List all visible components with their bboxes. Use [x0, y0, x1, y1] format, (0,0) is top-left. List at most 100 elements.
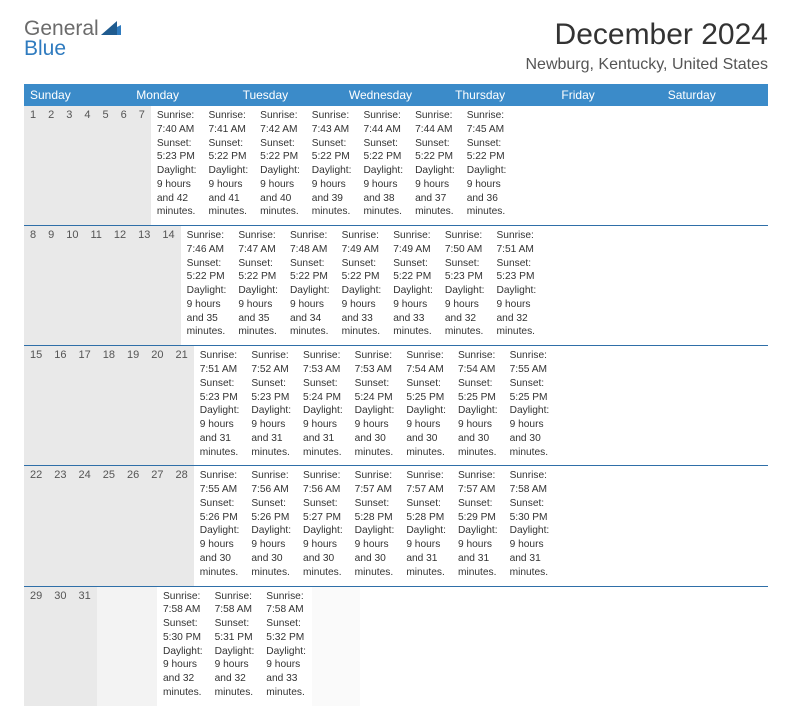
day-number: 4: [78, 106, 96, 225]
sunset-text: Sunset: 5:22 PM: [238, 257, 278, 285]
sunrise-text: Sunrise: 7:55 AM: [510, 349, 550, 377]
sunset-text: Sunset: 5:22 PM: [342, 257, 382, 285]
day-cell: Sunrise: 7:49 AMSunset: 5:22 PMDaylight:…: [336, 226, 388, 345]
day-body-row: Sunrise: 7:46 AMSunset: 5:22 PMDaylight:…: [181, 226, 542, 345]
sunset-text: Sunset: 5:22 PM: [260, 137, 300, 165]
day-number: [127, 587, 142, 706]
sunset-text: Sunset: 5:23 PM: [200, 377, 240, 405]
day-cell: Sunrise: 7:57 AMSunset: 5:28 PMDaylight:…: [400, 466, 452, 585]
daylight-text: Daylight: 9 hours and 32 minutes.: [215, 645, 255, 700]
daylight-text: Daylight: 9 hours and 32 minutes.: [445, 284, 485, 339]
day-body-row: Sunrise: 7:51 AMSunset: 5:23 PMDaylight:…: [194, 346, 555, 465]
sunrise-text: Sunrise: 7:43 AM: [312, 109, 352, 137]
day-cell: [324, 587, 336, 706]
sunrise-text: Sunrise: 7:48 AM: [290, 229, 330, 257]
weekday-header: Friday: [555, 84, 661, 106]
calendar-header-row: SundayMondayTuesdayWednesdayThursdayFrid…: [24, 84, 768, 106]
calendar-week: 1234567Sunrise: 7:40 AMSunset: 5:23 PMDa…: [24, 106, 768, 226]
sunrise-text: Sunrise: 7:58 AM: [215, 590, 255, 618]
day-cell: Sunrise: 7:40 AMSunset: 5:23 PMDaylight:…: [151, 106, 203, 225]
sunset-text: Sunset: 5:22 PM: [363, 137, 403, 165]
daylight-text: Daylight: 9 hours and 30 minutes.: [406, 404, 446, 459]
daylight-text: Daylight: 9 hours and 31 minutes.: [303, 404, 343, 459]
page-title: December 2024: [526, 18, 769, 52]
calendar-week: 15161718192021Sunrise: 7:51 AMSunset: 5:…: [24, 346, 768, 466]
sunrise-text: Sunrise: 7:58 AM: [266, 590, 306, 618]
day-number: 28: [170, 466, 194, 585]
sunset-text: Sunset: 5:23 PM: [497, 257, 537, 285]
sunset-text: Sunset: 5:25 PM: [406, 377, 446, 405]
day-body-row: Sunrise: 7:40 AMSunset: 5:23 PMDaylight:…: [151, 106, 512, 225]
daylight-text: Daylight: 9 hours and 40 minutes.: [260, 164, 300, 219]
sunrise-text: Sunrise: 7:49 AM: [342, 229, 382, 257]
day-cell: Sunrise: 7:51 AMSunset: 5:23 PMDaylight:…: [491, 226, 543, 345]
daylight-text: Daylight: 9 hours and 31 minutes.: [200, 404, 240, 459]
daylight-text: Daylight: 9 hours and 38 minutes.: [363, 164, 403, 219]
daylight-text: Daylight: 9 hours and 32 minutes.: [163, 645, 203, 700]
day-cell: Sunrise: 7:41 AMSunset: 5:22 PMDaylight:…: [203, 106, 255, 225]
sunset-text: Sunset: 5:26 PM: [251, 497, 291, 525]
sunrise-text: Sunrise: 7:58 AM: [163, 590, 203, 618]
location-subtitle: Newburg, Kentucky, United States: [526, 56, 769, 74]
logo-text-blue: Blue: [24, 38, 121, 59]
day-number: 30: [48, 587, 72, 706]
sunset-text: Sunset: 5:22 PM: [312, 137, 352, 165]
day-body-row: Sunrise: 7:58 AMSunset: 5:30 PMDaylight:…: [157, 587, 360, 706]
sunrise-text: Sunrise: 7:58 AM: [510, 469, 550, 497]
sunrise-text: Sunrise: 7:56 AM: [303, 469, 343, 497]
sunset-text: Sunset: 5:23 PM: [445, 257, 485, 285]
day-number: 24: [73, 466, 97, 585]
day-number: 26: [121, 466, 145, 585]
day-cell: Sunrise: 7:58 AMSunset: 5:30 PMDaylight:…: [504, 466, 556, 585]
day-body-row: Sunrise: 7:55 AMSunset: 5:26 PMDaylight:…: [194, 466, 555, 585]
day-number: 29: [24, 587, 48, 706]
day-number: [142, 587, 157, 706]
weekday-header: Wednesday: [343, 84, 449, 106]
sunrise-text: Sunrise: 7:54 AM: [458, 349, 498, 377]
sunrise-text: Sunrise: 7:41 AM: [209, 109, 249, 137]
day-number: 8: [24, 226, 42, 345]
sunset-text: Sunset: 5:27 PM: [303, 497, 343, 525]
sunset-text: Sunset: 5:25 PM: [510, 377, 550, 405]
day-cell: Sunrise: 7:53 AMSunset: 5:24 PMDaylight:…: [349, 346, 401, 465]
daylight-text: Daylight: 9 hours and 33 minutes.: [393, 284, 433, 339]
sunrise-text: Sunrise: 7:51 AM: [200, 349, 240, 377]
daylight-text: Daylight: 9 hours and 35 minutes.: [187, 284, 227, 339]
calendar: SundayMondayTuesdayWednesdayThursdayFrid…: [24, 84, 768, 706]
sunset-text: Sunset: 5:25 PM: [458, 377, 498, 405]
day-number: 13: [132, 226, 156, 345]
daylight-text: Daylight: 9 hours and 39 minutes.: [312, 164, 352, 219]
day-cell: Sunrise: 7:58 AMSunset: 5:30 PMDaylight:…: [157, 587, 209, 706]
sunset-text: Sunset: 5:32 PM: [266, 617, 306, 645]
sunrise-text: Sunrise: 7:57 AM: [406, 469, 446, 497]
sunset-text: Sunset: 5:24 PM: [303, 377, 343, 405]
sunset-text: Sunset: 5:30 PM: [510, 497, 550, 525]
sunrise-text: Sunrise: 7:53 AM: [355, 349, 395, 377]
day-number: 23: [48, 466, 72, 585]
sunrise-text: Sunrise: 7:57 AM: [355, 469, 395, 497]
sunrise-text: Sunrise: 7:44 AM: [415, 109, 455, 137]
day-cell: Sunrise: 7:49 AMSunset: 5:22 PMDaylight:…: [387, 226, 439, 345]
day-number: 20: [145, 346, 169, 465]
sunset-text: Sunset: 5:29 PM: [458, 497, 498, 525]
daylight-text: Daylight: 9 hours and 31 minutes.: [406, 524, 446, 579]
day-number: [112, 587, 127, 706]
calendar-week: 22232425262728Sunrise: 7:55 AMSunset: 5:…: [24, 466, 768, 586]
sunrise-text: Sunrise: 7:56 AM: [251, 469, 291, 497]
day-cell: Sunrise: 7:44 AMSunset: 5:22 PMDaylight:…: [357, 106, 409, 225]
sunset-text: Sunset: 5:22 PM: [290, 257, 330, 285]
day-cell: Sunrise: 7:56 AMSunset: 5:27 PMDaylight:…: [297, 466, 349, 585]
day-number: 5: [97, 106, 115, 225]
day-number: 6: [115, 106, 133, 225]
daylight-text: Daylight: 9 hours and 31 minutes.: [510, 524, 550, 579]
daylight-text: Daylight: 9 hours and 33 minutes.: [342, 284, 382, 339]
day-number: 18: [97, 346, 121, 465]
day-cell: Sunrise: 7:50 AMSunset: 5:23 PMDaylight:…: [439, 226, 491, 345]
sunset-text: Sunset: 5:28 PM: [355, 497, 395, 525]
sunset-text: Sunset: 5:28 PM: [406, 497, 446, 525]
sunset-text: Sunset: 5:26 PM: [200, 497, 240, 525]
sunrise-text: Sunrise: 7:49 AM: [393, 229, 433, 257]
sunset-text: Sunset: 5:22 PM: [209, 137, 249, 165]
sunset-text: Sunset: 5:23 PM: [157, 137, 197, 165]
day-number-row: 1234567: [24, 106, 151, 225]
